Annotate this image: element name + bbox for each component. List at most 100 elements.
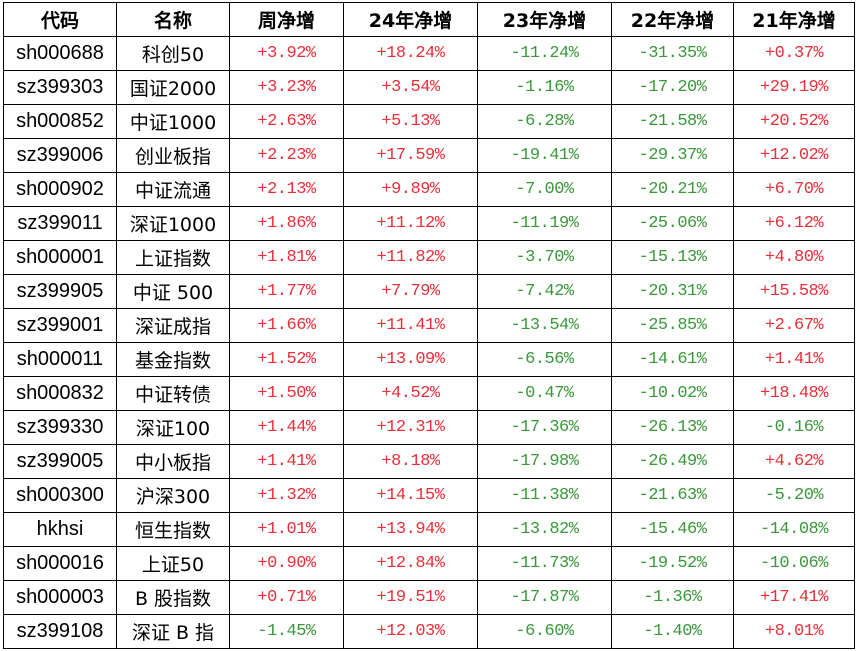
table-row: hkhsi 恒生指数 +1.01% +13.94% -13.82% -15.46% -14.…	[3, 512, 855, 547]
weekly-change-cell: +2.13%	[229, 172, 344, 207]
change-2021-cell: +6.70%	[733, 172, 855, 207]
change-2022-cell: -1.40%	[611, 614, 734, 649]
change-2021-cell: +8.01%	[733, 614, 855, 649]
weekly-change-cell: +0.71%	[229, 580, 344, 615]
change-2023-cell: -17.87%	[477, 580, 612, 615]
header-weekly-change: 周净增	[229, 2, 344, 37]
weekly-change-cell: +1.52%	[229, 342, 344, 377]
change-2024-cell: +13.94%	[343, 512, 478, 547]
change-2023-cell: -7.00%	[477, 172, 612, 207]
weekly-change-cell: +1.77%	[229, 274, 344, 309]
weekly-change-cell: +2.23%	[229, 138, 344, 173]
code-cell: sh000832	[3, 376, 117, 411]
change-2024-cell: +12.31%	[343, 410, 478, 445]
change-2021-cell: +12.02%	[733, 138, 855, 173]
weekly-change-cell: +0.90%	[229, 546, 344, 581]
change-2024-cell: +12.84%	[343, 546, 478, 581]
change-2022-cell: -17.20%	[611, 70, 734, 105]
change-2022-cell: -19.52%	[611, 546, 734, 581]
table-row: sz399011 深证1000 +1.86% +11.12% -11.19% -25.06…	[3, 206, 855, 241]
change-2023-cell: -13.82%	[477, 512, 612, 547]
change-2022-cell: -25.06%	[611, 206, 734, 241]
name-cell: 深证成指	[116, 308, 230, 343]
change-2021-cell: +29.19%	[733, 70, 855, 105]
table-row: sh000016 上证50 +0.90% +12.84% -11.73% -19.52% -…	[3, 546, 855, 581]
table-row: sh000688 科创50 +3.92% +18.24% -11.24% -31.35% +…	[3, 36, 855, 71]
change-2023-cell: -11.38%	[477, 478, 612, 513]
header-2022-change: 22年净增	[611, 2, 734, 37]
weekly-change-cell: +1.41%	[229, 444, 344, 479]
change-2023-cell: -6.56%	[477, 342, 612, 377]
change-2022-cell: -26.13%	[611, 410, 734, 445]
change-2021-cell: +2.67%	[733, 308, 855, 343]
change-2021-cell: +17.41%	[733, 580, 855, 615]
change-2022-cell: -21.58%	[611, 104, 734, 139]
name-cell: 深证100	[116, 410, 230, 445]
change-2024-cell: +12.03%	[343, 614, 478, 649]
name-cell: 上证指数	[116, 240, 230, 275]
change-2024-cell: +11.12%	[343, 206, 478, 241]
change-2022-cell: -25.85%	[611, 308, 734, 343]
change-2023-cell: -0.47%	[477, 376, 612, 411]
name-cell: 上证50	[116, 546, 230, 581]
header-2023-change: 23年净增	[477, 2, 612, 37]
code-cell: sz399011	[3, 206, 117, 241]
change-2023-cell: -7.42%	[477, 274, 612, 309]
code-cell: sh000001	[3, 240, 117, 275]
change-2023-cell: -11.24%	[477, 36, 612, 71]
table-row: sh000852 中证1000 +2.63% +5.13% -6.28% -21.58% +…	[3, 104, 855, 139]
name-cell: 国证2000	[116, 70, 230, 105]
table-row: sh000832 中证转债 +1.50% +4.52% -0.47% -10.02% +18…	[3, 376, 855, 411]
change-2024-cell: +4.52%	[343, 376, 478, 411]
code-cell: sz399001	[3, 308, 117, 343]
change-2023-cell: -6.28%	[477, 104, 612, 139]
code-cell: hkhsi	[3, 512, 117, 547]
change-2023-cell: -1.16%	[477, 70, 612, 105]
code-cell: sh000300	[3, 478, 117, 513]
header-code: 代码	[3, 2, 117, 37]
code-cell: sh000011	[3, 342, 117, 377]
change-2024-cell: +18.24%	[343, 36, 478, 71]
code-cell: sz399005	[3, 444, 117, 479]
change-2024-cell: +8.18%	[343, 444, 478, 479]
weekly-change-cell: +1.44%	[229, 410, 344, 445]
name-cell: 深证1000	[116, 206, 230, 241]
weekly-change-cell: +1.81%	[229, 240, 344, 275]
table-row: sh000300 沪深300 +1.32% +14.15% -11.38% -21.63%…	[3, 478, 855, 513]
change-2024-cell: +13.09%	[343, 342, 478, 377]
change-2022-cell: -14.61%	[611, 342, 734, 377]
code-cell: sz399330	[3, 410, 117, 445]
table-row: sh000902 中证流通 +2.13% +9.89% -7.00% -20.21% +6.…	[3, 172, 855, 207]
change-2021-cell: +6.12%	[733, 206, 855, 241]
change-2023-cell: -3.70%	[477, 240, 612, 275]
table-row: sz399005 中小板指 +1.41% +8.18% -17.98% -26.49% +4…	[3, 444, 855, 479]
weekly-change-cell: +1.66%	[229, 308, 344, 343]
table-row: sz399330 深证100 +1.44% +12.31% -17.36% -26.13%…	[3, 410, 855, 445]
change-2021-cell: +15.58%	[733, 274, 855, 309]
change-2022-cell: -31.35%	[611, 36, 734, 71]
header-2021-change: 21年净增	[733, 2, 855, 37]
weekly-change-cell: +1.32%	[229, 478, 344, 513]
change-2024-cell: +3.54%	[343, 70, 478, 105]
change-2022-cell: -21.63%	[611, 478, 734, 513]
code-cell: sh000016	[3, 546, 117, 581]
name-cell: 深证 B 指	[116, 614, 230, 649]
weekly-change-cell: +3.23%	[229, 70, 344, 105]
change-2023-cell: -17.36%	[477, 410, 612, 445]
name-cell: 沪深300	[116, 478, 230, 513]
name-cell: 恒生指数	[116, 512, 230, 547]
change-2021-cell: +18.48%	[733, 376, 855, 411]
change-2023-cell: -6.60%	[477, 614, 612, 649]
header-row: 代码 名称 周净增 24年净增 23年净增 22年净增 21年净增	[3, 2, 855, 37]
index-performance-table: 代码 名称 周净增 24年净增 23年净增 22年净增 21年净增 sh0006…	[3, 2, 855, 649]
change-2023-cell: -13.54%	[477, 308, 612, 343]
code-cell: sz399303	[3, 70, 117, 105]
header-name: 名称	[116, 2, 230, 37]
change-2022-cell: -1.36%	[611, 580, 734, 615]
weekly-change-cell: +1.50%	[229, 376, 344, 411]
weekly-change-cell: +2.63%	[229, 104, 344, 139]
code-cell: sz399006	[3, 138, 117, 173]
table-row: sz399905 中证 500 +1.77% +7.79% -7.42% -20.31% +…	[3, 274, 855, 309]
table-row: sh000011 基金指数 +1.52% +13.09% -6.56% -14.61% +1…	[3, 342, 855, 377]
change-2022-cell: -10.02%	[611, 376, 734, 411]
